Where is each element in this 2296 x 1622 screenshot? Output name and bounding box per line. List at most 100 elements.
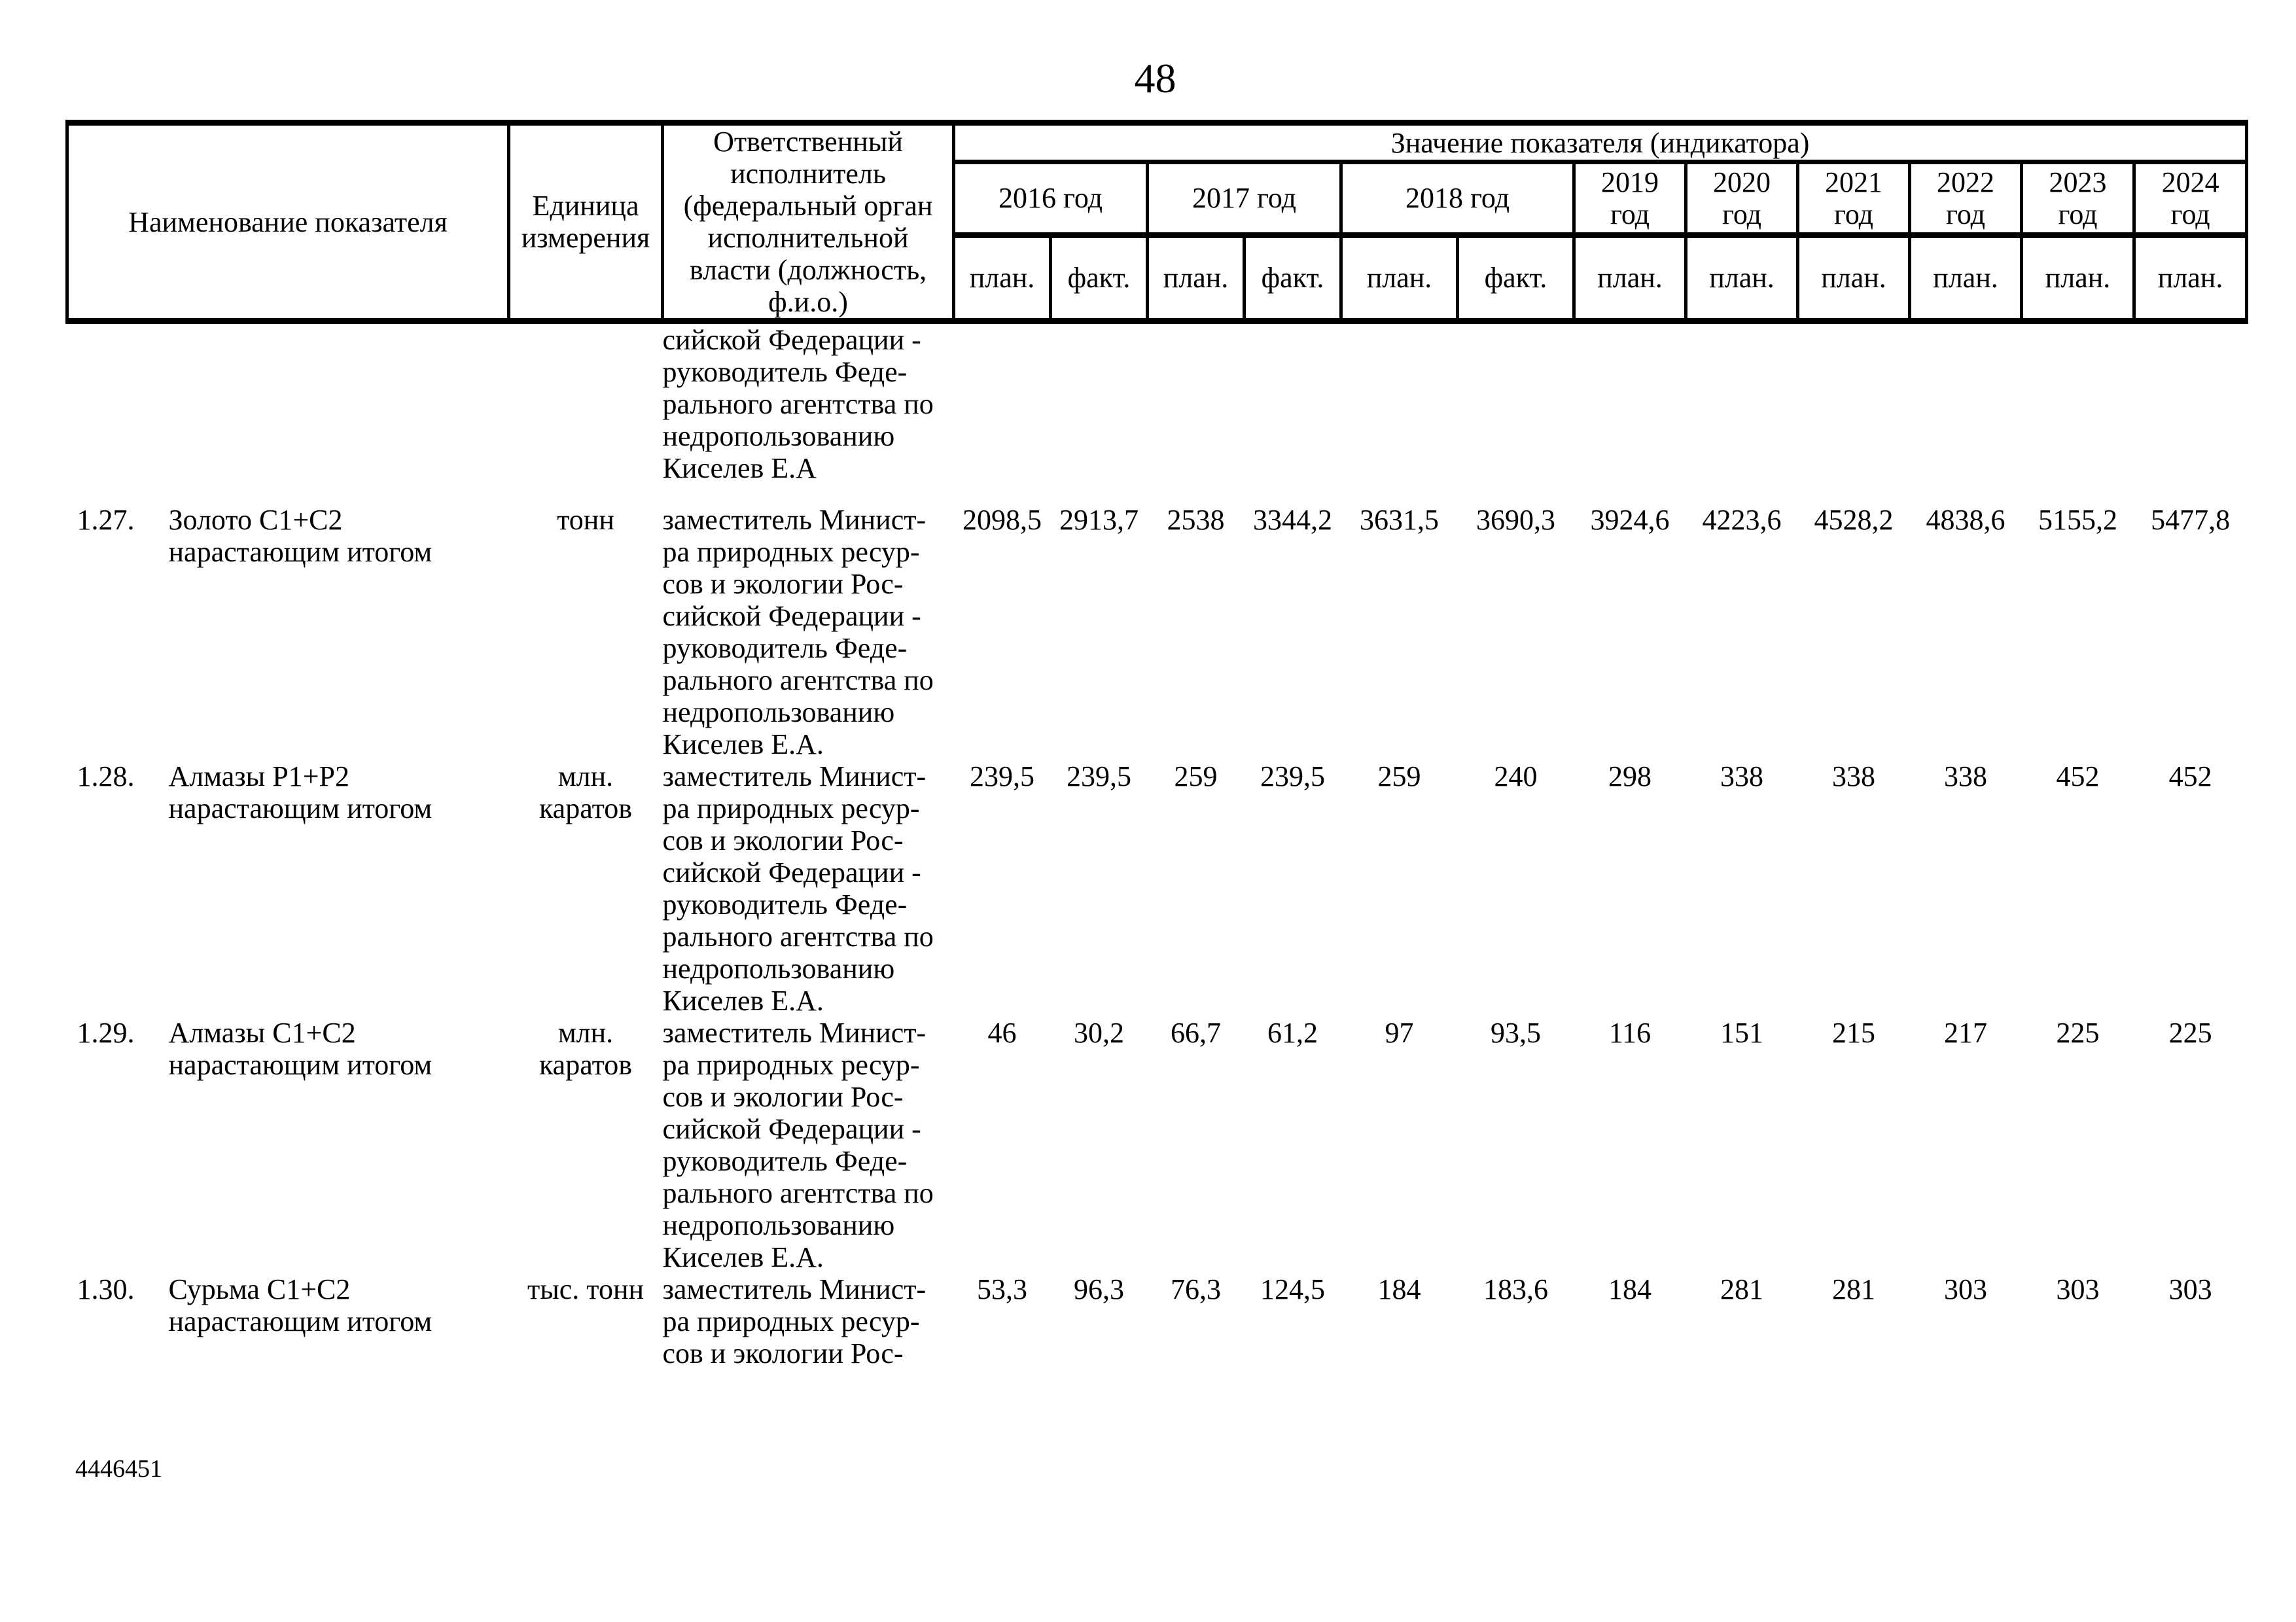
cell-value: 217 bbox=[1909, 1017, 2022, 1273]
page-number: 48 bbox=[1134, 55, 1176, 101]
cell-value: 4223,6 bbox=[1686, 504, 1798, 760]
table-row-continuation: сийской Федерации - руководитель Феде- р… bbox=[67, 321, 2247, 504]
table-row-1-30: 1.30. Сурьма С1+С2 нарастающим итогом ты… bbox=[67, 1273, 2247, 1369]
cell-indicator-name: 1.27. Золото С1+С2 нарастающим итогом bbox=[67, 504, 509, 760]
cell-unit: тыс. тонн bbox=[508, 1273, 663, 1369]
col-header-2018-fact: факт. bbox=[1456, 235, 1576, 325]
cell-indicator-name: 1.28. Алмазы Р1+Р2 нарастающим итогом bbox=[67, 760, 509, 1017]
col-header-value-group: Значение показателя (индикатора) bbox=[951, 119, 2249, 165]
cell-value: 239,5 bbox=[1050, 760, 1148, 1017]
document-footer-code: 4446451 bbox=[75, 1455, 162, 1483]
cell-value bbox=[1909, 321, 2022, 504]
cell-value: 61,2 bbox=[1244, 1017, 1341, 1273]
col-header-2019-plan: план. bbox=[1572, 235, 1687, 325]
cell-value: 2098,5 bbox=[953, 504, 1051, 760]
table-row-1-28: 1.28. Алмазы Р1+Р2 нарастающим итогом мл… bbox=[67, 760, 2247, 1017]
cell-value: 338 bbox=[1909, 760, 2022, 1017]
cell-value: 239,5 bbox=[1244, 760, 1341, 1017]
indicator-name: Золото С1+С2 нарастающим итогом bbox=[168, 504, 433, 568]
cell-value: 303 bbox=[1909, 1273, 2022, 1369]
col-header-2016-plan: план. bbox=[952, 235, 1052, 325]
cell-value: 298 bbox=[1574, 760, 1686, 1017]
cell-value: 93,5 bbox=[1457, 1017, 1574, 1273]
cell-value: 338 bbox=[1686, 760, 1798, 1017]
cell-value bbox=[2021, 321, 2134, 504]
indicator-name: Алмазы Р1+Р2 нарастающим итогом bbox=[168, 760, 433, 824]
cell-value bbox=[953, 321, 1051, 504]
cell-indicator-name: 1.29. Алмазы С1+С2 нарастающим итогом bbox=[67, 1017, 509, 1273]
cell-value: 76,3 bbox=[1147, 1273, 1245, 1369]
header-row-plan-fact: план. факт. план. факт. план. факт. план… bbox=[67, 235, 2249, 325]
cell-executor: сийской Федерации - руководитель Феде- р… bbox=[662, 321, 954, 504]
cell-value bbox=[1147, 321, 1245, 504]
cell-value bbox=[1686, 321, 1798, 504]
cell-value: 259 bbox=[1147, 760, 1245, 1017]
col-header-2020-plan: план. bbox=[1684, 235, 1799, 325]
cell-value: 183,6 bbox=[1457, 1273, 1574, 1369]
cell-value: 240 bbox=[1457, 760, 1574, 1017]
col-header-year-2017: 2017 год bbox=[1146, 162, 1343, 238]
cell-executor: заместитель Минист- ра природных ресур- … bbox=[662, 1017, 954, 1273]
cell-unit: млн. каратов bbox=[508, 1017, 663, 1273]
col-header-2023-plan: план. bbox=[2020, 235, 2136, 325]
cell-value: 259 bbox=[1341, 760, 1458, 1017]
cell-indicator-name bbox=[67, 321, 509, 504]
table-row-1-29: 1.29. Алмазы С1+С2 нарастающим итогом мл… bbox=[67, 1017, 2247, 1273]
cell-value: 5477,8 bbox=[2134, 504, 2247, 760]
table-row-1-27: 1.27. Золото С1+С2 нарастающим итогом то… bbox=[67, 504, 2247, 760]
col-header-2018-plan: план. bbox=[1339, 235, 1459, 325]
cell-indicator-name: 1.30. Сурьма С1+С2 нарастающим итогом bbox=[67, 1273, 509, 1369]
cell-value bbox=[1341, 321, 1458, 504]
cell-value: 3344,2 bbox=[1244, 504, 1341, 760]
cell-value: 46 bbox=[953, 1017, 1051, 1273]
col-header-unit: Единица измерения bbox=[507, 120, 664, 324]
row-number: 1.28. bbox=[77, 760, 135, 792]
col-header-year-2016: 2016 год bbox=[952, 162, 1149, 238]
indicators-table: Наименование показателя Единица измерени… bbox=[65, 119, 2249, 1369]
cell-value: 4838,6 bbox=[1909, 504, 2022, 760]
cell-value: 30,2 bbox=[1050, 1017, 1148, 1273]
cell-executor: заместитель Минист- ра природных ресур- … bbox=[662, 504, 954, 760]
col-header-year-2019: 2019 год bbox=[1572, 162, 1687, 238]
cell-value bbox=[1244, 321, 1341, 504]
cell-value: 184 bbox=[1574, 1273, 1686, 1369]
cell-value: 2538 bbox=[1147, 504, 1245, 760]
cell-value: 452 bbox=[2021, 760, 2134, 1017]
cell-value: 281 bbox=[1686, 1273, 1798, 1369]
cell-value bbox=[1457, 321, 1574, 504]
col-header-year-2021: 2021 год bbox=[1796, 162, 1911, 238]
col-header-year-2023: 2023 год bbox=[2020, 162, 2136, 238]
cell-value: 4528,2 bbox=[1797, 504, 1910, 760]
cell-value: 225 bbox=[2134, 1017, 2247, 1273]
col-header-2022-plan: план. bbox=[1908, 235, 2023, 325]
cell-value: 3924,6 bbox=[1574, 504, 1686, 760]
row-number: 1.27. bbox=[77, 504, 135, 536]
cell-value: 338 bbox=[1797, 760, 1910, 1017]
col-header-year-2024: 2024 год bbox=[2132, 162, 2249, 238]
cell-value bbox=[1574, 321, 1686, 504]
indicator-name: Сурьма С1+С2 нарастающим итогом bbox=[168, 1273, 433, 1337]
cell-value: 239,5 bbox=[953, 760, 1051, 1017]
cell-value: 116 bbox=[1574, 1017, 1686, 1273]
cell-value: 2913,7 bbox=[1050, 504, 1148, 760]
cell-value: 215 bbox=[1797, 1017, 1910, 1273]
row-number: 1.29. bbox=[77, 1017, 135, 1049]
cell-value: 303 bbox=[2134, 1273, 2247, 1369]
col-header-2017-plan: план. bbox=[1146, 235, 1246, 325]
cell-value: 281 bbox=[1797, 1273, 1910, 1369]
cell-value: 5155,2 bbox=[2021, 504, 2134, 760]
cell-value: 452 bbox=[2134, 760, 2247, 1017]
header-row-groups: Наименование показателя Единица измерени… bbox=[65, 119, 2249, 324]
col-header-year-2022: 2022 год bbox=[1908, 162, 2023, 238]
cell-value: 151 bbox=[1686, 1017, 1798, 1273]
cell-value bbox=[2134, 321, 2247, 504]
cell-unit: млн. каратов bbox=[508, 760, 663, 1017]
cell-executor: заместитель Минист- ра природных ресур- … bbox=[662, 760, 954, 1017]
col-header-year-2018: 2018 год bbox=[1339, 162, 1576, 238]
col-header-2024-plan: план. bbox=[2132, 235, 2249, 325]
col-header-name: Наименование показателя bbox=[65, 120, 510, 324]
col-header-2021-plan: план. bbox=[1796, 235, 1911, 325]
cell-value: 124,5 bbox=[1244, 1273, 1341, 1369]
cell-value: 225 bbox=[2021, 1017, 2134, 1273]
